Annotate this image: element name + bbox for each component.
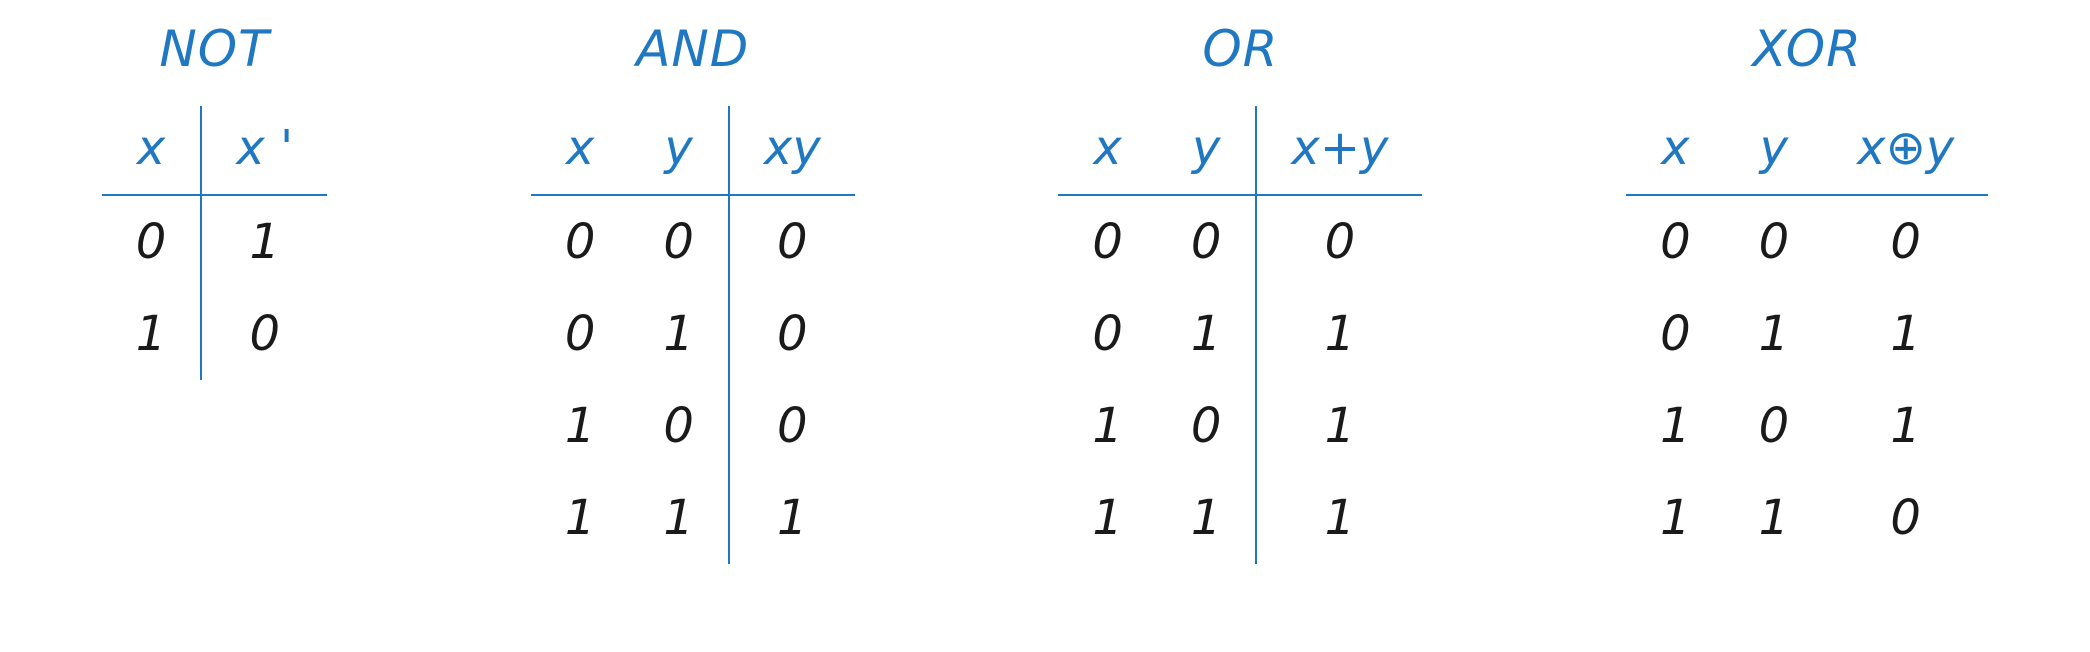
cell: 0 [531,195,630,288]
col-header: x [1626,106,1725,195]
col-header: y [1725,106,1824,195]
table-title: AND [636,20,749,78]
truth-table-not: NOT x x ' 0 1 1 0 [102,20,327,380]
table-title: NOT [159,20,269,78]
table-row: 0 1 0 [531,288,855,380]
table-title: OR [1202,20,1278,78]
cell: 0 [1058,195,1157,288]
table-row: 1 1 1 [531,472,855,564]
cell: 0 [729,380,855,472]
col-header: x [1058,106,1157,195]
col-header: y [1157,106,1257,195]
table-row: 0 1 [102,195,327,288]
cell: 0 [1823,472,1988,564]
cell: 0 [1256,195,1422,288]
cell: 1 [1823,288,1988,380]
cell: 0 [1626,288,1725,380]
cell: 1 [1256,288,1422,380]
cell: 0 [729,195,855,288]
table-row: 1 0 [102,288,327,380]
cell: 0 [531,288,630,380]
cell: 1 [1725,472,1824,564]
cell: 0 [102,195,202,288]
cell: 1 [1058,472,1157,564]
cell: 1 [201,195,327,288]
cell: 1 [531,472,630,564]
cell: 1 [629,288,729,380]
table-row: 0 0 0 [531,195,855,288]
col-header: x [102,106,202,195]
cell: 1 [102,288,202,380]
table-title: XOR [1752,20,1862,78]
col-header: xy [729,106,855,195]
table-row: 1 0 1 [1058,380,1422,472]
table-row: 1 0 0 [531,380,855,472]
cell: 0 [629,195,729,288]
truth-table-xor: XOR x y x⊕y 0 0 0 0 [1626,20,1988,564]
cell: 0 [1626,195,1725,288]
table-row: 1 1 1 [1058,472,1422,564]
truth-table-and: AND x y xy 0 0 0 0 [531,20,855,564]
cell: 0 [1823,195,1988,288]
truth-table-or: OR x y x+y 0 0 0 0 [1058,20,1422,564]
table-grid: x y x⊕y 0 0 0 0 1 1 [1626,106,1988,564]
cell: 1 [1626,472,1725,564]
cell: 1 [1256,380,1422,472]
cell: 0 [1725,380,1824,472]
cell: 0 [629,380,729,472]
cell: 1 [1256,472,1422,564]
table-grid: x y xy 0 0 0 0 1 0 [531,106,855,564]
table-row: 0 1 1 [1058,288,1422,380]
cell: 1 [1157,288,1257,380]
cell: 0 [1157,380,1257,472]
table-row: 1 0 1 [1626,380,1988,472]
cell: 1 [1626,380,1725,472]
cell: 0 [1157,195,1257,288]
col-header: y [629,106,729,195]
col-header: x ' [201,106,327,195]
cell: 1 [1725,288,1824,380]
col-header: x+y [1256,106,1422,195]
cell: 0 [1725,195,1824,288]
cell: 1 [531,380,630,472]
table-row: 1 1 0 [1626,472,1988,564]
cell: 1 [629,472,729,564]
cell: 1 [1157,472,1257,564]
cell: 0 [729,288,855,380]
table-grid: x x ' 0 1 1 0 [102,106,327,380]
table-row: 0 1 1 [1626,288,1988,380]
cell: 1 [729,472,855,564]
cell: 1 [1058,380,1157,472]
col-header: x [531,106,630,195]
truth-tables-figure: NOT x x ' 0 1 1 0 [0,0,2090,652]
table-row: 0 0 0 [1058,195,1422,288]
table-grid: x y x+y 0 0 0 0 1 1 [1058,106,1422,564]
table-row: 0 0 0 [1626,195,1988,288]
col-header: x⊕y [1823,106,1988,195]
cell: 1 [1823,380,1988,472]
tables-row: NOT x x ' 0 1 1 0 [0,20,2090,564]
cell: 0 [1058,288,1157,380]
cell: 0 [201,288,327,380]
